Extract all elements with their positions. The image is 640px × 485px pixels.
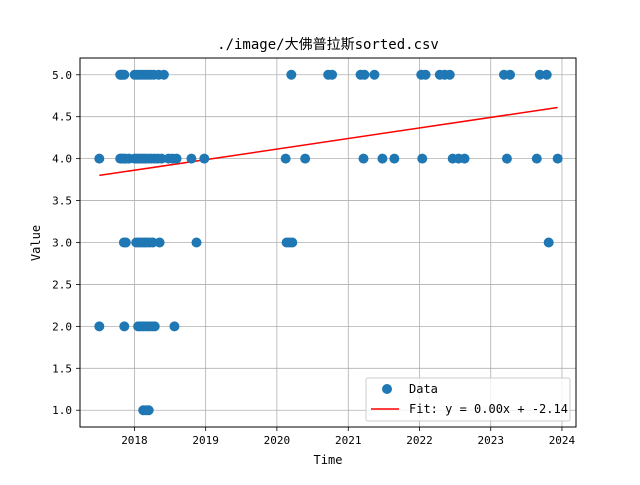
y-tick-label: 5.0: [52, 69, 72, 82]
data-point: [541, 69, 552, 80]
legend-label-data: Data: [409, 382, 438, 396]
data-point: [171, 153, 182, 164]
data-point: [444, 69, 455, 80]
data-point: [94, 321, 105, 332]
y-tick-label: 3.5: [52, 195, 72, 208]
data-point: [377, 153, 388, 164]
data-point: [552, 153, 563, 164]
x-axis-label: Time: [314, 453, 343, 467]
data-point: [420, 69, 431, 80]
legend: Data Fit: y = 0.00x + -2.14: [365, 377, 571, 422]
data-point: [280, 153, 291, 164]
data-point: [286, 69, 297, 80]
fit-line: [99, 106, 558, 177]
legend-box: [365, 377, 571, 422]
data-point: [300, 153, 311, 164]
x-tick-label: 2020: [264, 434, 291, 447]
x-tick-label: 2023: [477, 434, 504, 447]
x-tick-label: 2024: [549, 434, 576, 447]
data-point: [143, 405, 154, 416]
fit-line-layer: [99, 106, 558, 177]
chart-title: ./image/大佛普拉斯sorted.csv: [217, 37, 439, 53]
legend-marker-data: [382, 384, 392, 394]
x-tick-label: 2018: [121, 434, 148, 447]
y-tick-label: 2.5: [52, 278, 72, 291]
data-point: [369, 69, 380, 80]
data-point: [158, 69, 169, 80]
y-tick-label: 4.5: [52, 111, 72, 124]
data-point: [531, 153, 542, 164]
data-point: [543, 237, 554, 248]
data-point: [199, 153, 210, 164]
scatter-points: [94, 69, 563, 416]
data-point: [505, 69, 516, 80]
data-point: [119, 321, 130, 332]
data-point: [417, 153, 428, 164]
x-tick-label: 2022: [406, 434, 433, 447]
legend-label-fit: Fit: y = 0.00x + -2.14: [409, 402, 568, 416]
data-point: [156, 153, 167, 164]
y-axis-label: Value: [29, 225, 43, 261]
y-tick-label: 4.0: [52, 153, 72, 166]
data-point: [154, 237, 165, 248]
data-point: [120, 237, 131, 248]
data-point: [327, 69, 338, 80]
x-axis-ticks: 2018 2019 2020 2021 2022 2023 2024: [121, 427, 576, 447]
data-point: [169, 321, 180, 332]
data-point: [359, 69, 370, 80]
x-tick-label: 2019: [192, 434, 219, 447]
data-point: [94, 153, 105, 164]
data-point: [287, 237, 298, 248]
y-tick-label: 1.0: [52, 404, 72, 417]
data-point: [459, 153, 470, 164]
x-tick-label: 2021: [335, 434, 362, 447]
data-point: [191, 237, 202, 248]
y-axis-ticks: 1.0 1.5 2.0 2.5 3.0 3.5 4.0 4.5 5.0: [52, 69, 80, 417]
grid-lines: [80, 58, 576, 427]
data-point: [149, 321, 160, 332]
data-point: [119, 69, 130, 80]
data-point: [389, 153, 400, 164]
data-point: [501, 153, 512, 164]
y-tick-label: 2.0: [52, 320, 72, 333]
y-tick-label: 3.0: [52, 237, 72, 250]
y-tick-label: 1.5: [52, 362, 72, 375]
data-point: [186, 153, 197, 164]
data-point: [358, 153, 369, 164]
